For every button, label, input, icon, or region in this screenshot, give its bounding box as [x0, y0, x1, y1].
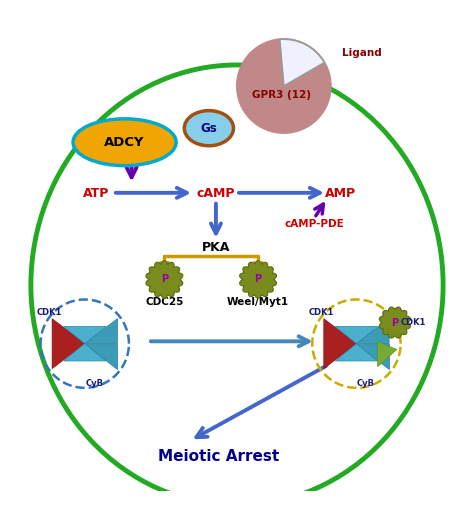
- Text: Weel/Myt1: Weel/Myt1: [227, 297, 289, 307]
- Polygon shape: [85, 319, 118, 344]
- Circle shape: [237, 39, 331, 133]
- Text: P: P: [392, 318, 399, 327]
- Text: P: P: [255, 274, 262, 284]
- Text: Meiotic Arrest: Meiotic Arrest: [158, 449, 279, 464]
- Polygon shape: [240, 261, 276, 298]
- Wedge shape: [280, 39, 324, 86]
- Text: CDC25: CDC25: [145, 297, 183, 307]
- Text: CDK1: CDK1: [401, 318, 426, 327]
- Text: ADCY: ADCY: [104, 136, 145, 149]
- Text: P: P: [161, 274, 168, 284]
- Polygon shape: [335, 344, 378, 361]
- Text: cAMP: cAMP: [197, 187, 235, 200]
- Text: CyB: CyB: [357, 379, 375, 389]
- Polygon shape: [324, 319, 356, 369]
- Polygon shape: [379, 307, 410, 338]
- Polygon shape: [64, 326, 106, 344]
- Ellipse shape: [73, 119, 176, 166]
- Text: PKA: PKA: [202, 241, 230, 254]
- Text: cAMP-PDE: cAMP-PDE: [284, 219, 344, 229]
- Polygon shape: [64, 344, 106, 361]
- Text: AMP: AMP: [325, 187, 356, 200]
- Text: Gs: Gs: [201, 122, 217, 135]
- Polygon shape: [85, 344, 118, 369]
- Text: CDK1: CDK1: [309, 308, 334, 318]
- Ellipse shape: [31, 65, 443, 505]
- Text: CyB: CyB: [85, 379, 103, 389]
- Text: ATP: ATP: [83, 187, 109, 200]
- Polygon shape: [146, 261, 183, 298]
- Ellipse shape: [184, 111, 234, 146]
- Polygon shape: [52, 319, 85, 369]
- Text: Ligand: Ligand: [342, 48, 382, 58]
- Text: CDK1: CDK1: [36, 308, 62, 318]
- Polygon shape: [378, 342, 397, 366]
- Polygon shape: [356, 344, 389, 369]
- Polygon shape: [356, 319, 389, 344]
- Polygon shape: [335, 326, 378, 344]
- Text: GPR3 (12): GPR3 (12): [252, 90, 311, 100]
